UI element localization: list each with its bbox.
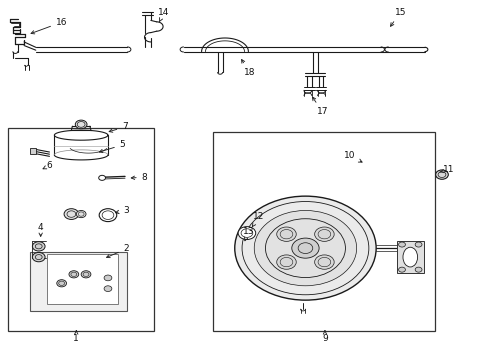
Text: 15: 15 [390,8,406,26]
Text: 10: 10 [343,151,361,162]
Text: 9: 9 [322,331,327,343]
Circle shape [32,242,45,251]
Text: 18: 18 [241,59,255,77]
Text: 2: 2 [106,244,129,258]
Text: 5: 5 [99,140,125,153]
Text: 3: 3 [115,206,129,215]
Circle shape [414,242,421,247]
Bar [8,128,154,330]
Bar [47,253,118,304]
Circle shape [104,275,112,281]
Circle shape [69,271,79,278]
Bar [212,132,434,330]
Circle shape [414,267,421,272]
Text: 7: 7 [109,122,128,132]
Circle shape [314,255,333,269]
Bar [30,148,36,154]
Circle shape [76,211,86,218]
Circle shape [75,120,87,129]
Bar [396,241,423,273]
Circle shape [398,267,405,272]
Circle shape [314,227,333,241]
Circle shape [234,196,375,300]
Circle shape [57,280,66,287]
Bar [30,252,127,311]
Circle shape [99,175,105,180]
Text: 6: 6 [43,161,52,170]
Text: 13: 13 [242,228,254,241]
Circle shape [238,226,255,239]
Circle shape [99,209,117,222]
Circle shape [276,227,296,241]
Circle shape [398,242,405,247]
Circle shape [104,286,112,292]
Ellipse shape [402,247,417,267]
Text: 16: 16 [31,18,67,34]
Circle shape [81,271,91,278]
Text: 4: 4 [38,223,43,237]
Text: 8: 8 [131,173,147,182]
Text: 17: 17 [312,97,327,116]
Text: 12: 12 [252,212,264,226]
Circle shape [32,252,45,262]
Circle shape [64,209,79,220]
Circle shape [291,238,319,258]
Text: 14: 14 [158,8,169,22]
Circle shape [254,211,356,286]
Circle shape [435,170,447,179]
Circle shape [276,255,296,269]
Text: 1: 1 [73,331,79,343]
Text: 11: 11 [439,166,453,175]
